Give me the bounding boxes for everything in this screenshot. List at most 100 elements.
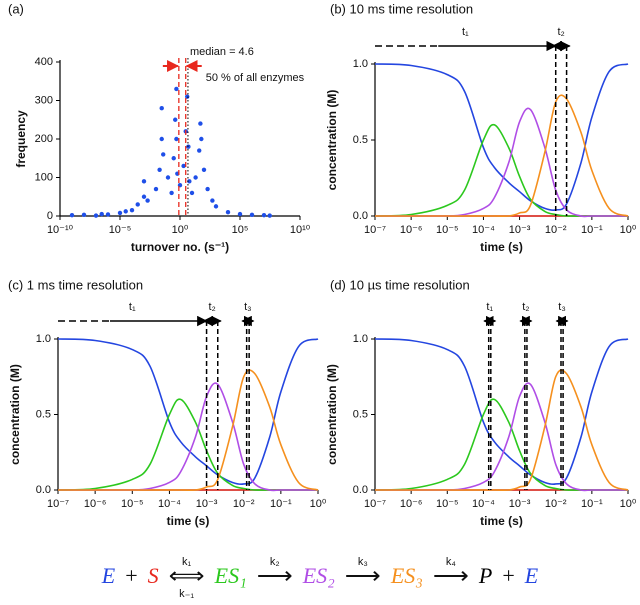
rate-constant: k₋₁: [179, 588, 194, 600]
x-tick-label: 10⁻³: [509, 498, 531, 510]
species: E: [524, 563, 539, 588]
species: ES₁: [214, 563, 247, 588]
point: [123, 209, 128, 214]
point: [161, 152, 166, 157]
panel-title: (b) 10 ms time resolution: [330, 1, 473, 16]
interval-label: t₁: [486, 301, 493, 313]
point: [198, 121, 203, 126]
panel-title: (a): [8, 1, 24, 16]
point: [99, 211, 104, 217]
point: [213, 204, 219, 209]
rate-constant: k₄: [446, 556, 457, 568]
y-tick-label: 1.0: [36, 333, 51, 345]
y-axis-label: concentration (M): [8, 364, 22, 465]
y-tick-label: 0.5: [36, 408, 51, 420]
species: ES₂: [302, 563, 335, 588]
point: [199, 136, 204, 142]
x-tick-label: 10⁰: [172, 224, 189, 236]
x-tick-label: 10⁻³: [509, 224, 531, 236]
interval-label: t₂: [557, 26, 564, 38]
point: [197, 148, 202, 153]
point: [69, 213, 75, 218]
x-tick-label: 10¹⁰: [290, 224, 311, 236]
interval-label: t₂: [208, 301, 215, 313]
point: [174, 136, 179, 142]
x-axis-label: time (s): [480, 514, 523, 528]
point: [210, 198, 215, 203]
interval-label: t₃: [244, 301, 252, 313]
point: [261, 213, 267, 218]
x-tick-label: 10⁻⁵: [436, 498, 459, 510]
reaction-arrow: ⟶: [257, 563, 293, 588]
point: [187, 179, 192, 184]
median-label: median = 4.6: [190, 46, 254, 58]
point: [205, 186, 210, 192]
interval-label: t₁: [462, 26, 469, 38]
y-tick-label: 0: [47, 210, 53, 222]
point: [81, 212, 87, 218]
curve: [57, 398, 318, 491]
species: ES₃: [390, 563, 423, 588]
interval-label: t₂: [522, 301, 529, 313]
point: [93, 213, 99, 218]
x-tick-label: 10⁻⁷: [364, 498, 386, 510]
x-tick-label: 10⁻²: [545, 224, 567, 236]
point: [174, 86, 179, 92]
species: E: [101, 563, 116, 588]
operator: +: [502, 563, 514, 588]
panel-title: (d) 10 µs time resolution: [330, 277, 470, 292]
point: [193, 175, 198, 180]
y-tick-label: 100: [35, 171, 53, 183]
point: [129, 208, 135, 213]
range-label: 50 % of all enzymes: [206, 72, 305, 84]
y-tick-label: 300: [35, 94, 53, 106]
y-axis-label: concentration (M): [325, 90, 339, 191]
x-tick-label: 10⁻⁵: [121, 498, 144, 510]
reaction-arrow: ⟶: [345, 563, 381, 588]
y-tick-label: 0.5: [353, 408, 368, 420]
x-tick-label: 10⁻⁷: [47, 498, 69, 510]
point: [189, 190, 195, 196]
y-tick-label: 400: [35, 56, 53, 68]
point: [159, 136, 164, 142]
point: [157, 167, 162, 172]
species: S: [148, 563, 159, 588]
curve: [374, 63, 629, 212]
x-tick-label: 10⁻⁶: [400, 224, 423, 236]
point: [141, 179, 147, 184]
x-tick-label: 10⁻²: [545, 498, 567, 510]
y-tick-label: 0.5: [353, 134, 368, 146]
point: [135, 202, 140, 207]
y-tick-label: 0.0: [353, 210, 368, 222]
x-axis-label: turnover no. (s⁻¹): [131, 240, 229, 254]
y-axis-label: concentration (M): [325, 364, 339, 465]
curve: [374, 123, 628, 217]
x-tick-label: 10⁻⁵: [436, 224, 459, 236]
reaction-arrow: ⟺: [169, 563, 205, 588]
x-tick-label: 10⁻²: [233, 498, 255, 510]
point: [141, 194, 147, 199]
x-tick-label: 10⁻¹⁰: [47, 224, 74, 236]
curve: [57, 338, 319, 486]
rate-constant: k₃: [358, 556, 368, 568]
x-tick-label: 10⁻⁶: [400, 498, 423, 510]
x-tick-label: 10⁰: [620, 224, 637, 236]
x-tick-label: 10⁻⁷: [364, 224, 386, 236]
rate-constant: k₁: [182, 556, 192, 568]
point: [249, 212, 255, 218]
interval-label: t₁: [129, 301, 136, 313]
point: [153, 186, 159, 192]
y-tick-label: 1.0: [353, 58, 368, 70]
x-tick-label: 10⁻¹: [581, 498, 603, 510]
point: [201, 167, 207, 172]
curve: [374, 398, 628, 491]
point: [267, 213, 272, 218]
curve: [374, 338, 629, 486]
y-tick-label: 0.0: [36, 484, 51, 496]
x-tick-label: 10⁰: [310, 498, 327, 510]
curve: [375, 369, 629, 492]
point: [165, 175, 171, 180]
point: [159, 106, 164, 111]
x-tick-label: 10⁵: [232, 224, 249, 236]
x-tick-label: 10⁻⁴: [472, 498, 495, 510]
